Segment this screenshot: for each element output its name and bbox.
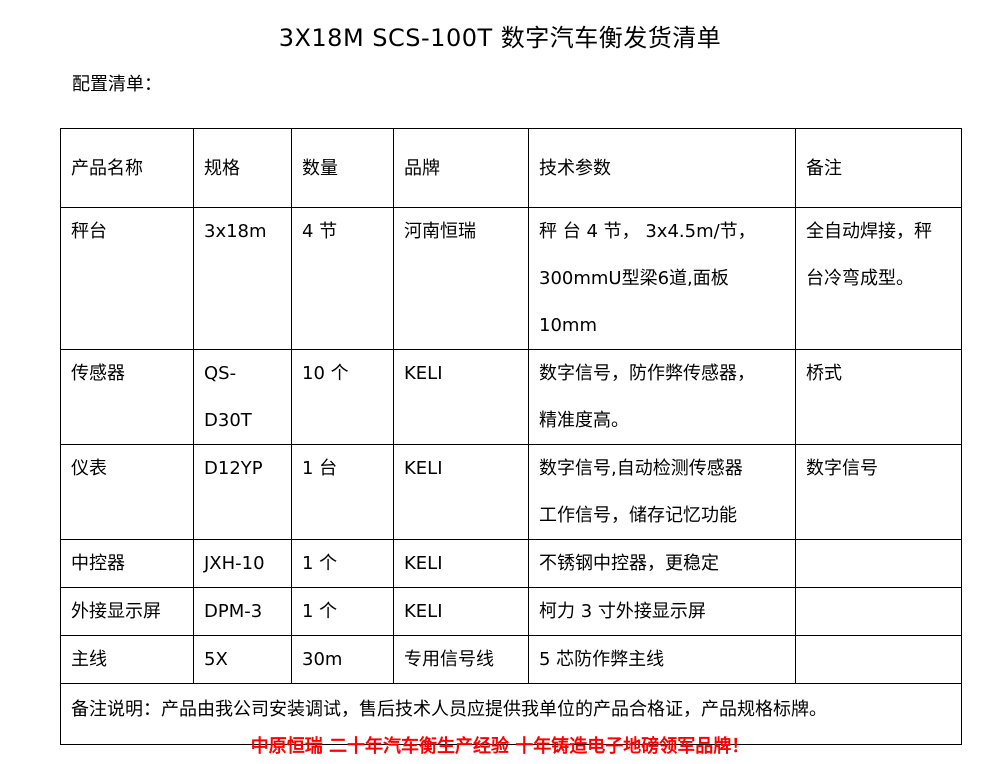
- cell-line: 精准度高。: [539, 410, 629, 431]
- table-cell: D12YP: [193, 444, 292, 540]
- table-cell: 柯力 3 寸外接显示屏: [528, 587, 796, 636]
- config-list-label: 配置清单：: [72, 74, 162, 95]
- cell-line: 外接显示屏: [71, 601, 161, 622]
- cell-line: 主线: [71, 649, 107, 670]
- cell-line: 4 节: [302, 221, 338, 242]
- table-cell: 数字信号: [795, 444, 962, 540]
- table-cell: 传感器: [60, 349, 194, 445]
- cell-line: JXH-10: [204, 553, 265, 574]
- table-cell: 主线: [60, 635, 194, 684]
- cell-line: 1 个: [302, 601, 338, 622]
- page-title: 3X18M SCS-100T 数字汽车衡发货清单: [278, 24, 722, 52]
- cell-line: 台冷弯成型。: [806, 268, 914, 289]
- cell-line: 1 台: [302, 458, 338, 479]
- table-cell: JXH-10: [193, 539, 292, 588]
- table-cell: 不锈钢中控器，更稳定: [528, 539, 796, 588]
- table-cell: [795, 539, 962, 588]
- shipping-list-table: 产品名称 规格 数量 品牌 技术参数 备注 秤台 3x18m 4 节 河南恒瑞 秤 台 …: [60, 128, 962, 745]
- cell-line: DPM-3: [204, 601, 263, 622]
- header-cell: 产品名称: [60, 128, 194, 208]
- table-cell: [795, 635, 962, 684]
- table-cell: QS-D30T: [193, 349, 292, 445]
- table-row: 中控器 JXH-10 1 个 KELI 不锈钢中控器，更稳定: [60, 539, 962, 588]
- header-cell: 规格: [193, 128, 292, 208]
- table-cell: 3x18m: [193, 207, 292, 350]
- table-cell: 30m: [291, 635, 394, 684]
- table-row: 传感器 QS-D30T 10 个 KELI 数字信号，防作弊传感器， 精准度高。 桥式: [60, 349, 962, 445]
- table-cell: 1 台: [291, 444, 394, 540]
- table-cell: 1 个: [291, 587, 394, 636]
- table-cell: 河南恒瑞: [393, 207, 529, 350]
- cell-line: KELI: [404, 601, 443, 622]
- header-cell: 备注: [795, 128, 962, 208]
- table-cell: KELI: [393, 539, 529, 588]
- cell-line: 全自动焊接，秤: [806, 221, 932, 242]
- table-cell: 秤台: [60, 207, 194, 350]
- header-cell: 数量: [291, 128, 394, 208]
- table-cell: 数字信号，防作弊传感器， 精准度高。: [528, 349, 796, 445]
- cell-line: 3x18m: [204, 221, 267, 242]
- cell-line: KELI: [404, 458, 443, 479]
- cell-line: KELI: [404, 553, 443, 574]
- table-cell: DPM-3: [193, 587, 292, 636]
- table-cell: 秤 台 4 节， 3x4.5m/节， 300mmU型梁6道,面板10mm: [528, 207, 796, 350]
- table-cell: 桥式: [795, 349, 962, 445]
- cell-line: 工作信号，储存记忆功能: [539, 505, 737, 526]
- table-cell: KELI: [393, 349, 529, 445]
- cell-line: 河南恒瑞: [404, 221, 476, 242]
- cell-line: QS-D30T: [204, 363, 252, 431]
- table-cell: 外接显示屏: [60, 587, 194, 636]
- footer-slogan: 中原恒瑞 二十年汽车衡生产经验 十年铸造电子地磅领军品牌！: [250, 736, 750, 757]
- table-cell: KELI: [393, 587, 529, 636]
- cell-line: D12YP: [204, 458, 263, 479]
- table-cell: [795, 587, 962, 636]
- note-text: 备注说明：产品由我公司安装调试，售后技术人员应提供我单位的产品合格证，产品规格标…: [60, 683, 962, 745]
- cell-line: KELI: [404, 363, 443, 384]
- header-cell: 技术参数: [528, 128, 796, 208]
- table-cell: 4 节: [291, 207, 394, 350]
- cell-line: 5X: [204, 649, 228, 670]
- table-cell: KELI: [393, 444, 529, 540]
- cell-line: 不锈钢中控器，更稳定: [539, 553, 719, 574]
- cell-line: 数字信号: [806, 458, 878, 479]
- cell-line: 5 芯防作弊主线: [539, 649, 665, 670]
- table-row: 仪表 D12YP 1 台 KELI 数字信号,自动检测传感器 工作信号，储存记忆功能 数字信…: [60, 444, 962, 540]
- cell-line: 仪表: [71, 458, 107, 479]
- table-cell: 仪表: [60, 444, 194, 540]
- cell-line: 专用信号线: [404, 649, 494, 670]
- cell-line: 秤台: [71, 221, 107, 242]
- table-cell: 5 芯防作弊主线: [528, 635, 796, 684]
- table-row: 主线 5X 30m 专用信号线 5 芯防作弊主线: [60, 635, 962, 684]
- cell-line: 数字信号,自动检测传感器: [539, 458, 743, 479]
- cell-line: 桥式: [806, 363, 842, 384]
- table-row: 外接显示屏 DPM-3 1 个 KELI 柯力 3 寸外接显示屏: [60, 587, 962, 636]
- cell-line: 中控器: [71, 553, 125, 574]
- cell-line: 10 个: [302, 363, 349, 384]
- table-cell: 中控器: [60, 539, 194, 588]
- cell-line: 30m: [302, 649, 343, 670]
- cell-line: 1 个: [302, 553, 338, 574]
- table-cell: 5X: [193, 635, 292, 684]
- table-header-row: 产品名称 规格 数量 品牌 技术参数 备注: [60, 128, 962, 208]
- cell-line: 数字信号，防作弊传感器，: [539, 363, 755, 384]
- header-cell: 品牌: [393, 128, 529, 208]
- cell-line: 300mmU型梁6道,面板10mm: [539, 268, 729, 336]
- cell-line: 秤 台 4 节， 3x4.5m/节，: [539, 221, 756, 242]
- cell-line: 柯力 3 寸外接显示屏: [539, 601, 706, 622]
- table-cell: 1 个: [291, 539, 394, 588]
- cell-line: 传感器: [71, 363, 125, 384]
- table-cell: 10 个: [291, 349, 394, 445]
- table-cell: 专用信号线: [393, 635, 529, 684]
- table-row: 秤台 3x18m 4 节 河南恒瑞 秤 台 4 节， 3x4.5m/节， 300mmU型梁…: [60, 207, 962, 350]
- table-cell: 全自动焊接，秤 台冷弯成型。: [795, 207, 962, 350]
- table-cell: 数字信号,自动检测传感器 工作信号，储存记忆功能: [528, 444, 796, 540]
- note-row: 备注说明：产品由我公司安装调试，售后技术人员应提供我单位的产品合格证，产品规格标…: [60, 683, 962, 745]
